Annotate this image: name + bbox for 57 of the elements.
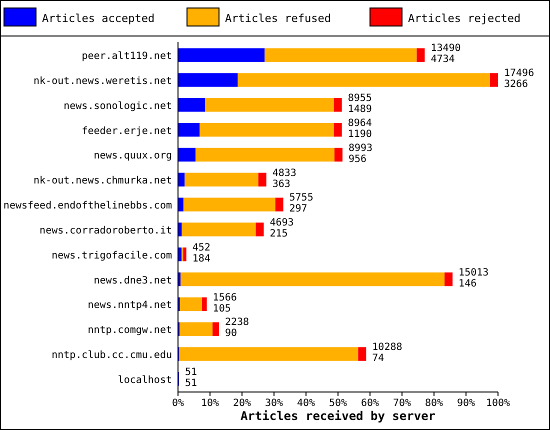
annotation: 8955: [348, 93, 372, 104]
y-tick-label: news.corradoroberto.it: [40, 225, 172, 236]
annotation: 51: [184, 378, 198, 390]
y-tick-label: news.dne3.net: [94, 275, 172, 286]
y-tick-label: news.trigofacile.com: [52, 250, 172, 262]
annotation: 8993: [348, 142, 373, 154]
annotation: 363: [272, 178, 290, 190]
y-tick-label: news.quux.org: [94, 150, 172, 162]
y-tick-label: nk-out.news.weretis.net: [34, 76, 172, 87]
x-tick-label: 0%: [172, 398, 184, 409]
x-tick-label: 60%: [360, 398, 380, 409]
annotation: 1190: [348, 128, 372, 140]
x-tick-label: 80%: [424, 398, 444, 409]
x-tick-label: 50%: [328, 398, 348, 409]
x-tick-label: 40%: [296, 398, 316, 409]
annotation: 8964: [348, 118, 372, 129]
y-tick-label: localhost: [118, 374, 172, 386]
annotation: 215: [270, 228, 288, 240]
y-tick-label: peer.alt119.net: [82, 51, 172, 62]
legend-label: Articles refused: [225, 12, 331, 25]
x-tick-label: 10%: [200, 398, 220, 409]
annotation: 4734: [430, 54, 455, 66]
annotation: 4833: [272, 168, 296, 179]
annotation: 4693: [270, 218, 294, 229]
annotation: 1566: [212, 292, 237, 304]
annotation: 13490: [430, 43, 461, 54]
x-tick-label: 100%: [486, 398, 510, 409]
y-tick-label: newsfeed.endofthelinebbs.com: [3, 200, 172, 212]
annotation: 2238: [224, 317, 250, 328]
annotation: 105: [212, 303, 231, 314]
annotation: 184: [192, 254, 210, 265]
legend-label: Articles rejected: [408, 12, 521, 25]
annotation: 74: [372, 353, 384, 364]
x-tick-label: 90%: [456, 398, 476, 409]
x-axis-title: Articles received by server: [240, 409, 436, 423]
y-tick-label: nntp.comgw.net: [88, 325, 172, 336]
annotation: 3266: [504, 79, 528, 90]
x-tick-label: 70%: [392, 398, 412, 409]
legend-label: Articles accepted: [42, 12, 155, 25]
annotation: 297: [289, 204, 308, 215]
annotation: 15013: [458, 267, 489, 278]
annotation: 452: [192, 242, 210, 254]
annotation: 5755: [289, 192, 314, 204]
y-tick-label: feeder.erje.net: [82, 126, 172, 137]
y-tick-label: news.nntp4.net: [88, 300, 172, 312]
annotation: 51: [184, 367, 198, 378]
y-tick-label: nk-out.news.chmurka.net: [34, 176, 172, 187]
annotation: 146: [458, 278, 477, 290]
annotation: 956: [348, 154, 367, 165]
y-tick-label: nntp.club.cc.cmu.edu: [52, 350, 172, 362]
annotation: 10288: [372, 342, 402, 354]
annotation: 1489: [348, 104, 372, 116]
y-tick-label: news.sonologic.net: [64, 100, 172, 112]
x-tick-label: 20%: [232, 398, 252, 409]
x-tick-label: 30%: [264, 398, 284, 409]
annotation: 17496: [504, 68, 534, 80]
annotation: 90: [224, 328, 238, 340]
